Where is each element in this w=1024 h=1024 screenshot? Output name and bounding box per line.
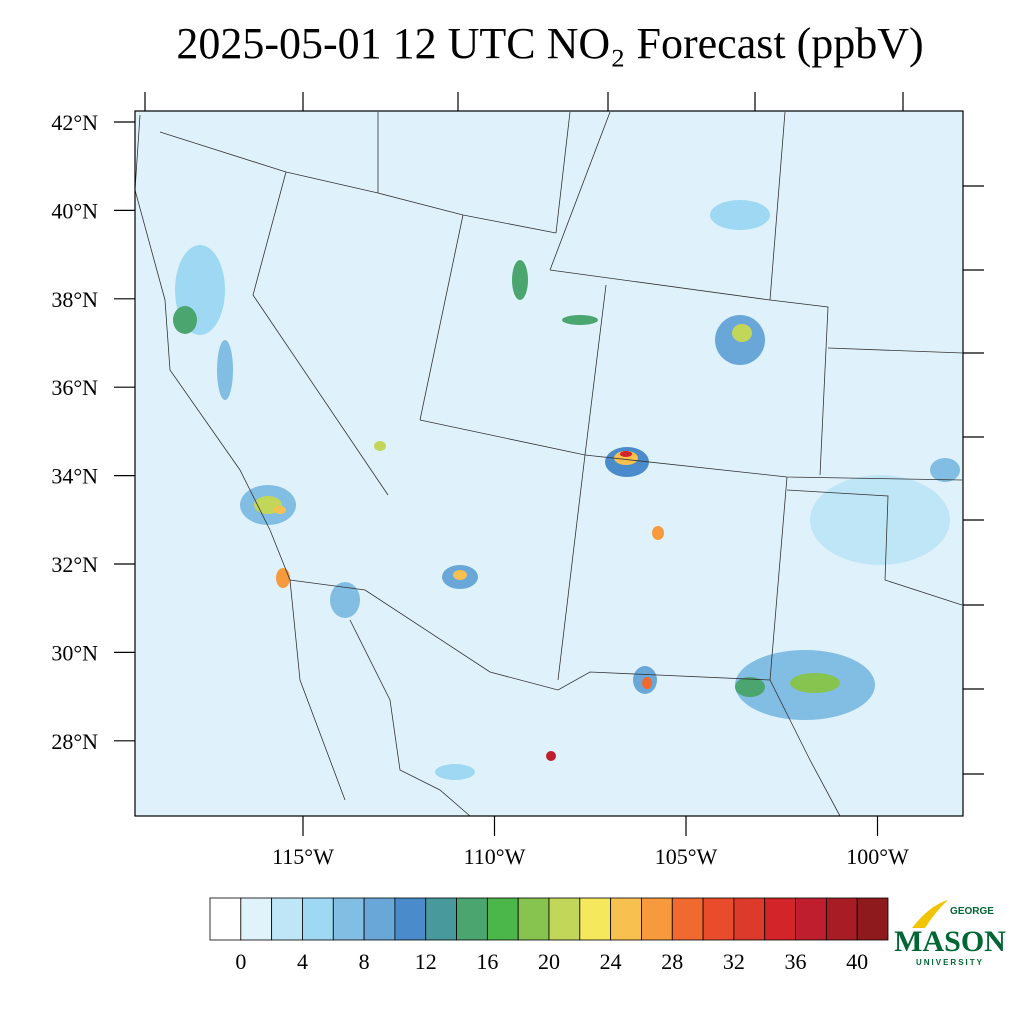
no2-hotspots: [173, 200, 960, 780]
colorbar-box: [486, 897, 519, 941]
colorbar-box: [548, 897, 581, 941]
colorbar-box: [271, 897, 303, 941]
colorbar-box: [610, 897, 642, 941]
colorbar-label: 4: [297, 949, 308, 974]
colorbar-label: 32: [723, 949, 745, 974]
colorbar-box: [302, 897, 334, 941]
title: 2025-05-01 12 UTC NO₂ Forecast (ppbV): [176, 19, 923, 68]
colorbar-box: [394, 897, 427, 941]
lon-label: 105°W: [655, 844, 718, 869]
colorbar-box: [456, 897, 488, 941]
colorbar-box: [641, 897, 673, 941]
colorbar-box: [363, 897, 396, 941]
borders: [134, 111, 964, 817]
lat-label: 32°N: [51, 552, 98, 577]
lon-label: 100°W: [846, 844, 909, 869]
lat-label: 34°N: [51, 464, 98, 489]
lat-label: 42°N: [51, 110, 98, 135]
colorbar-box: [332, 897, 365, 941]
frame-ticks: [144, 92, 984, 775]
colorbar-box: [240, 897, 273, 941]
logo-top: GEORGE: [950, 906, 994, 917]
map: [134, 92, 984, 817]
colorbar-label: 24: [600, 949, 622, 974]
colorbar-box: [825, 897, 858, 941]
lon-label: 115°W: [272, 844, 334, 869]
colorbar-box: [795, 897, 827, 941]
colorbar-box: [671, 897, 704, 941]
colorbar-box: [209, 897, 242, 941]
lat-label: 28°N: [51, 729, 98, 754]
lon-label: 110°W: [464, 844, 526, 869]
logo-bottom: UNIVERSITY: [916, 958, 984, 967]
lat-label: 38°N: [51, 287, 98, 312]
lat-label: 40°N: [51, 198, 98, 223]
logo-main: MASON: [894, 925, 1006, 958]
colorbar-label: 40: [846, 949, 868, 974]
colorbar-label: 16: [476, 949, 498, 974]
lat-label: 36°N: [51, 375, 98, 400]
colorbar-label: 28: [661, 949, 683, 974]
colorbar-label: 0: [235, 949, 246, 974]
colorbar-box: [764, 897, 796, 941]
map-frame: [134, 110, 964, 817]
colorbar-label: 20: [538, 949, 560, 974]
logo: GEORGE MASON UNIVERSITY: [894, 900, 1006, 967]
colorbar-label: 8: [359, 949, 370, 974]
colorbar-box: [702, 897, 735, 941]
lat-label: 30°N: [51, 640, 98, 665]
colorbar-box: [517, 897, 550, 941]
colorbar-box: [425, 897, 457, 941]
colorbar-box: [733, 897, 766, 941]
colorbar-label: 36: [785, 949, 807, 974]
colorbar-box: [856, 897, 889, 941]
colorbar-box: [579, 897, 612, 941]
colorbar-label: 12: [415, 949, 437, 974]
